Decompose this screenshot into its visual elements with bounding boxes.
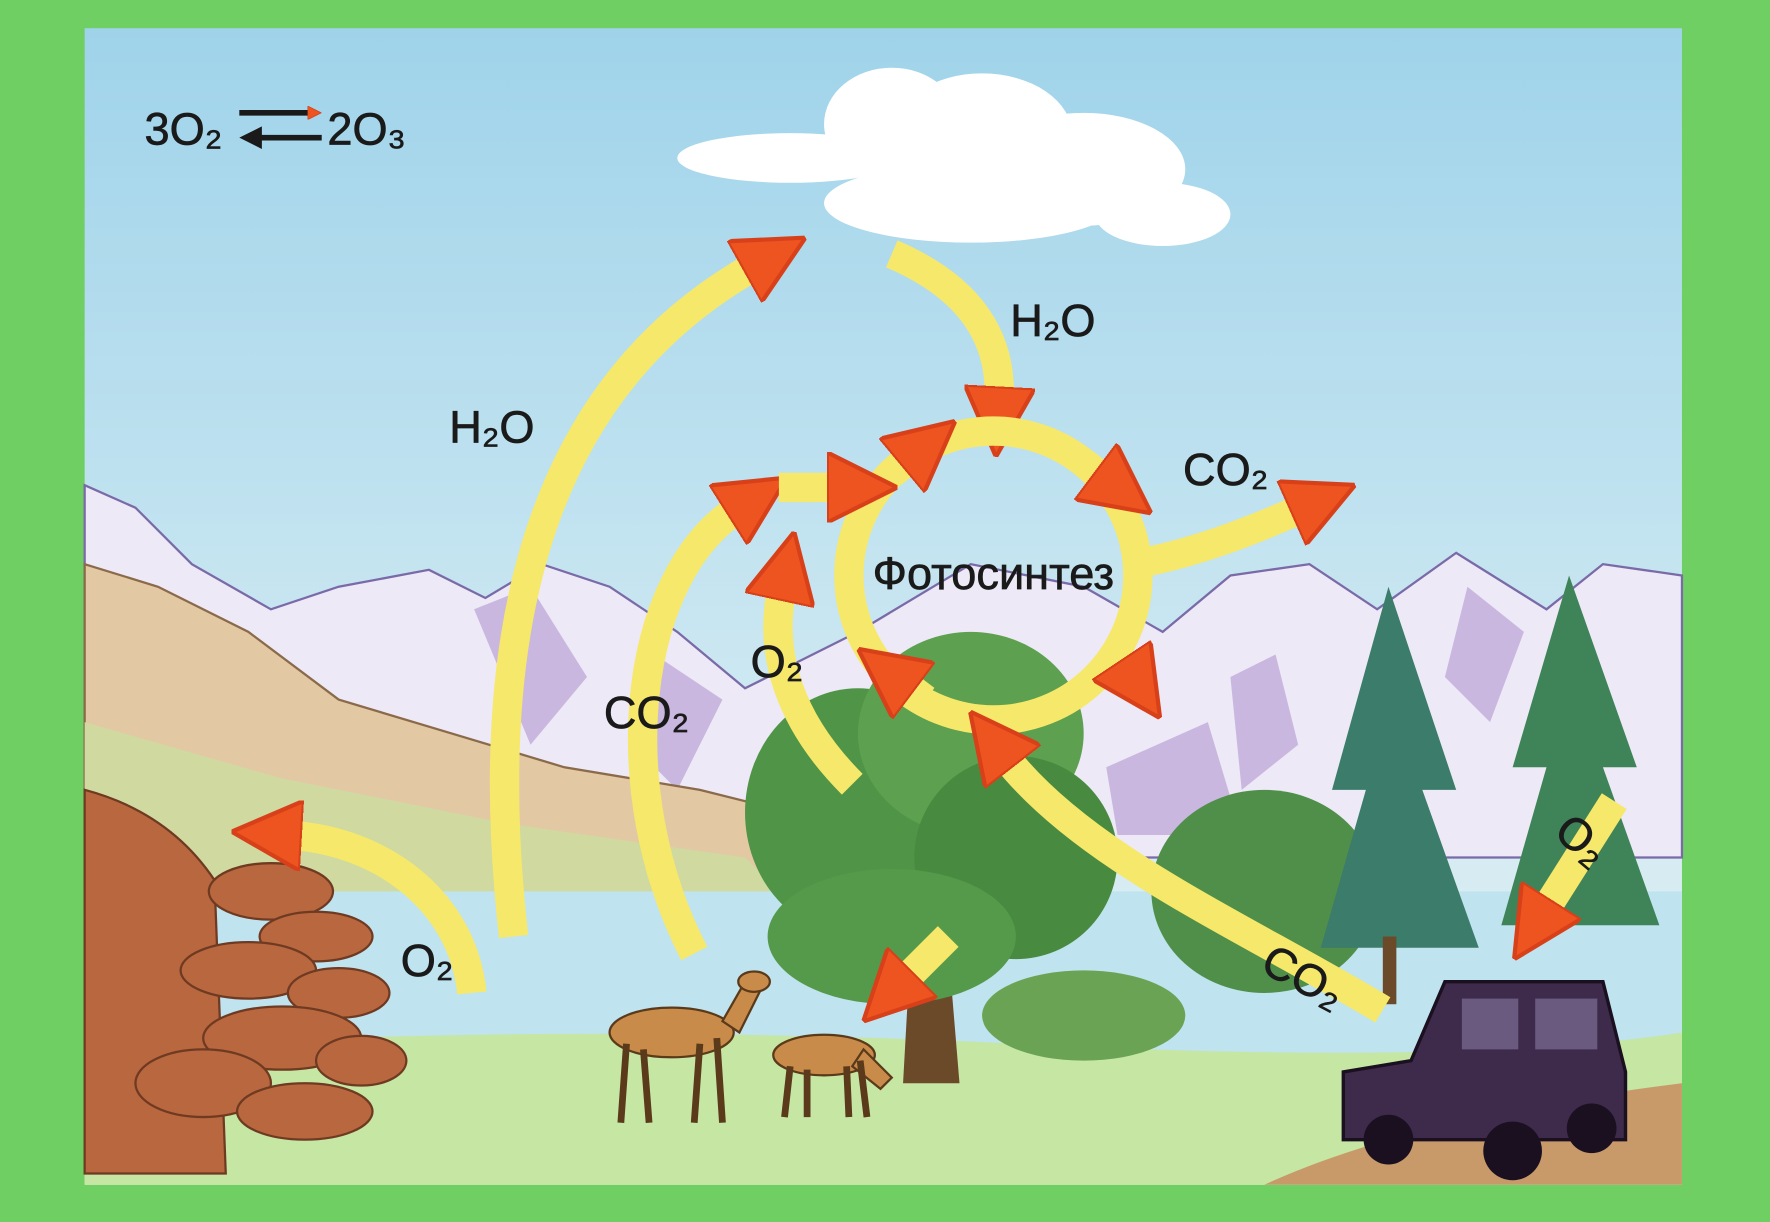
label: CO₂ xyxy=(604,687,689,738)
center-label: Фотосинтез xyxy=(873,548,1114,599)
ring-arrowhead xyxy=(892,457,912,474)
diagram: 3O₂ 2O₃ Фотосинтез H₂O H₂O CO₂ O₂ CO₂ O₂… xyxy=(0,0,1770,1222)
formula-left: 3O₂ xyxy=(144,103,222,154)
ring-arrowhead xyxy=(903,683,926,700)
ring-arrowhead xyxy=(1118,654,1129,671)
label: CO₂ xyxy=(1183,444,1268,495)
label: H₂O xyxy=(449,401,534,452)
ring-arrowhead xyxy=(1084,463,1107,480)
page: {"formula": {"left": "3O₂", "right": "2O… xyxy=(0,0,1770,1222)
label: O₂ xyxy=(401,935,454,986)
formula-right: 2O₃ xyxy=(327,103,406,154)
label: H₂O xyxy=(1010,295,1095,346)
label: O₂ xyxy=(751,636,804,687)
